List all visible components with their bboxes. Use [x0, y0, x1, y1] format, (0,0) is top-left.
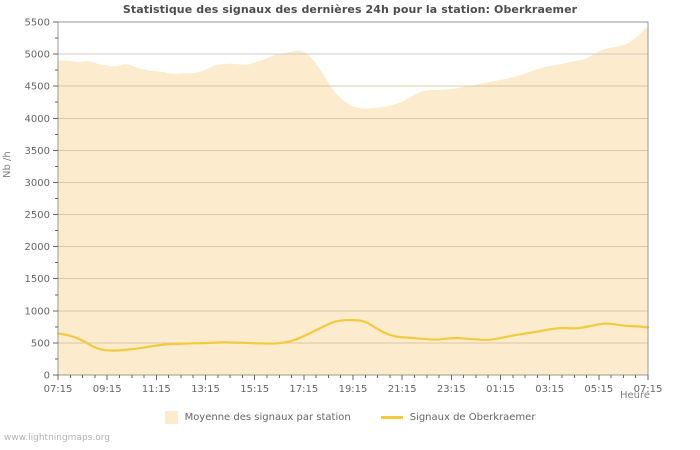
y-tick-label: 5000	[25, 50, 50, 61]
chart-title: Statistique des signaux des dernières 24…	[122, 3, 578, 16]
legend-label-station: Signaux de Oberkraemer	[409, 412, 536, 423]
y-tick-label: 2500	[25, 210, 50, 221]
x-tick-label: 15:15	[240, 384, 269, 395]
y-tick-label: 5500	[25, 18, 50, 29]
y-axis-label: Nb /h	[2, 151, 13, 178]
x-tick-label: 03:15	[535, 384, 564, 395]
x-tick-label: 01:15	[486, 384, 515, 395]
footer-site-label: www.lightningmaps.org	[4, 433, 110, 443]
legend-swatch-area-icon	[164, 411, 178, 424]
legend-label-average: Moyenne des signaux par station	[184, 412, 351, 423]
x-tick-label: 11:15	[142, 384, 171, 395]
y-tick-label: 0	[44, 371, 50, 382]
x-axis-label: Heure	[620, 390, 651, 401]
legend-item-average[interactable]: Moyenne des signaux par station	[164, 411, 351, 424]
chart-plot: 0 500 1000 1500 2000 2500 3000 3500 4000 4500 5000…	[25, 18, 663, 396]
y-tick-label: 4000	[25, 114, 50, 125]
y-tick-label: 1500	[25, 274, 50, 285]
legend-swatch-line-icon	[380, 416, 403, 419]
x-tick-label: 19:15	[339, 384, 368, 395]
line-series-station	[56, 318, 650, 352]
x-tick-label: 17:15	[289, 384, 318, 395]
x-tick-label: 05:15	[584, 384, 613, 395]
chart-legend: Moyenne des signaux par station Signaux …	[0, 411, 700, 424]
x-tick-label: 07:15	[634, 384, 663, 395]
y-axis: 0 500 1000 1500 2000 2500 3000 3500 4000 4500 5000…	[25, 18, 58, 382]
x-tick-label: 23:15	[437, 384, 466, 395]
area-series-average	[58, 27, 648, 375]
y-tick-label: 2000	[25, 242, 50, 253]
x-tick-label: 13:15	[191, 384, 220, 395]
y-tick-label: 3000	[25, 178, 50, 189]
y-tick-label: 1000	[25, 306, 50, 317]
x-axis: 07:15 09:15 11:15 13:15 15:15 17:15 19:15 21:15…	[44, 375, 663, 395]
y-tick-label: 4500	[25, 82, 50, 93]
y-tick-label: 3500	[25, 146, 50, 157]
x-tick-label: 09:15	[93, 384, 122, 395]
legend-item-station[interactable]: Signaux de Oberkraemer	[380, 412, 536, 423]
x-tick-label: 21:15	[388, 384, 417, 395]
x-tick-label: 07:15	[44, 384, 73, 395]
y-tick-label: 500	[31, 338, 50, 349]
